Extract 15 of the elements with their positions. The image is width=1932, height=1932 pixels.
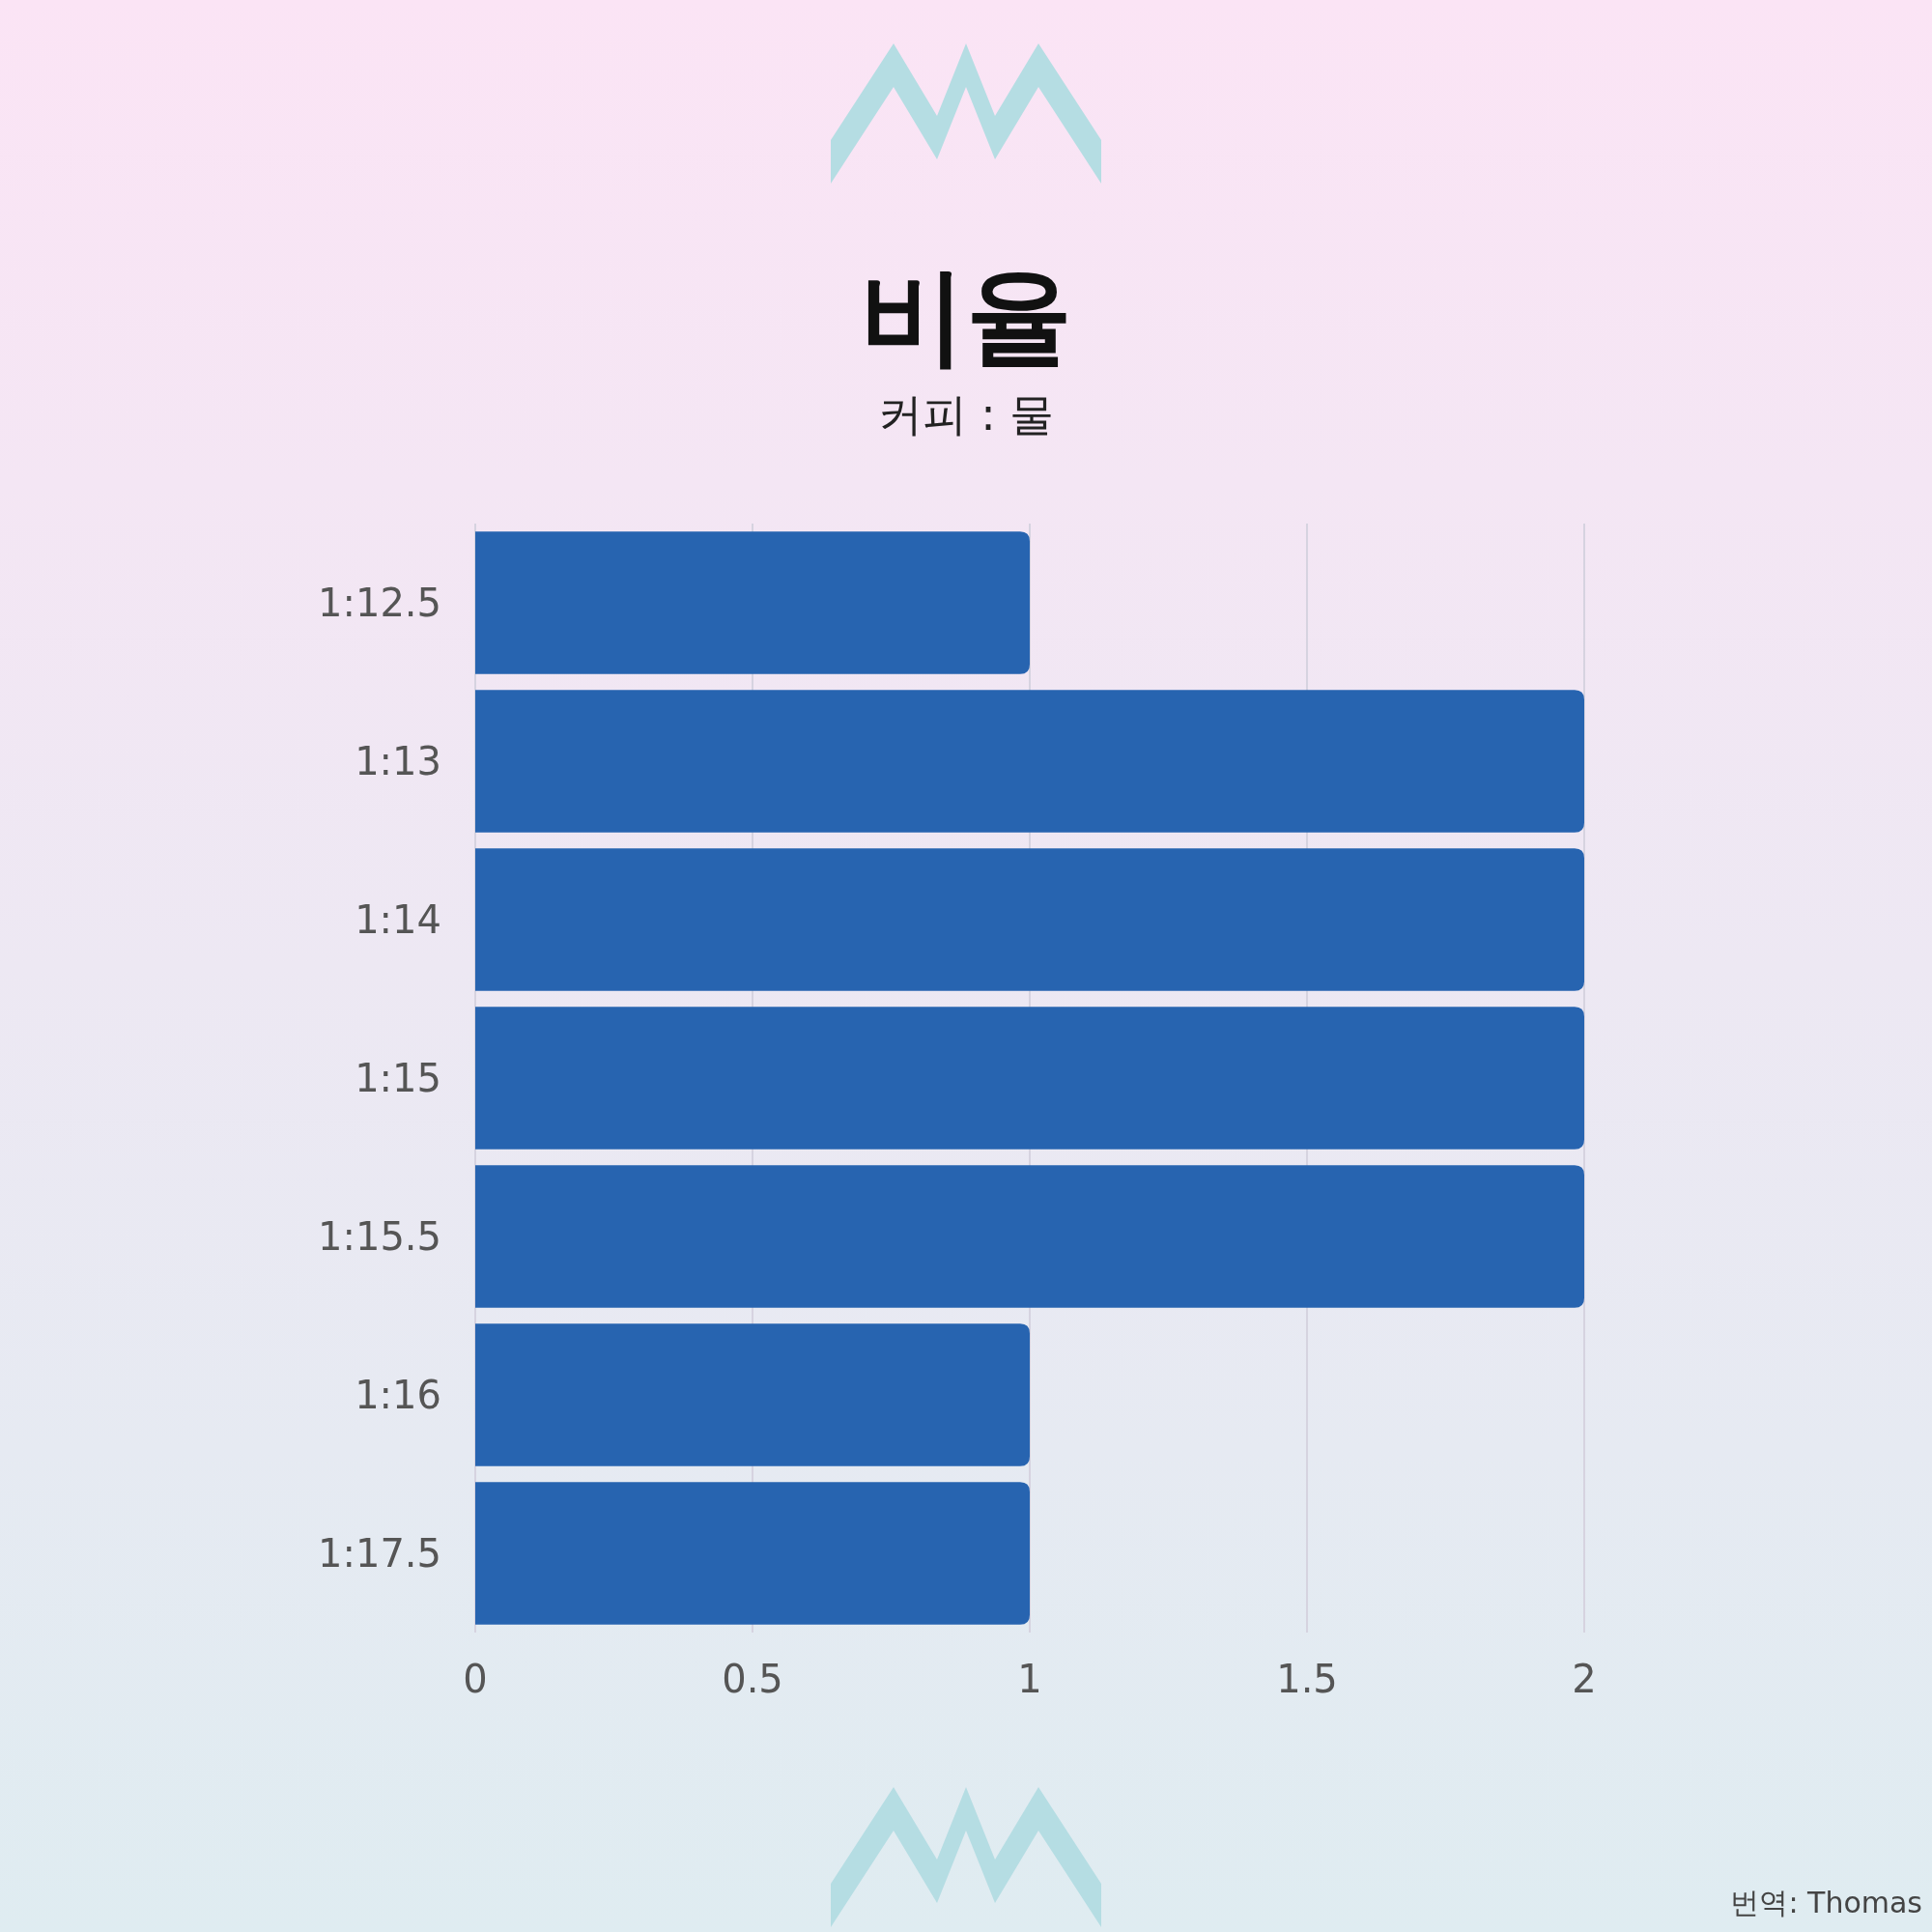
x-tick-label: 0: [463, 1657, 488, 1701]
x-tick-label: 1.5: [1276, 1657, 1338, 1701]
y-tick-label: 1:17.5: [318, 1531, 441, 1576]
y-tick-label: 1:15: [355, 1056, 441, 1100]
chart-subtitle: 커피 : 물: [877, 388, 1055, 440]
chart-title: 비율: [860, 254, 1072, 378]
y-tick-label: 1:12.5: [318, 581, 441, 625]
y-tick-label: 1:14: [355, 897, 441, 942]
y-tick-label: 1:16: [355, 1373, 441, 1417]
x-tick-label: 2: [1572, 1657, 1597, 1701]
x-tick-label: 0.5: [722, 1657, 783, 1701]
x-tick-label: 1: [1017, 1657, 1042, 1701]
text: 번역: Thomas: [1730, 1886, 1922, 1919]
y-tick-label: 1:13: [355, 739, 441, 783]
y-tick-label: 1:15.5: [318, 1214, 441, 1259]
